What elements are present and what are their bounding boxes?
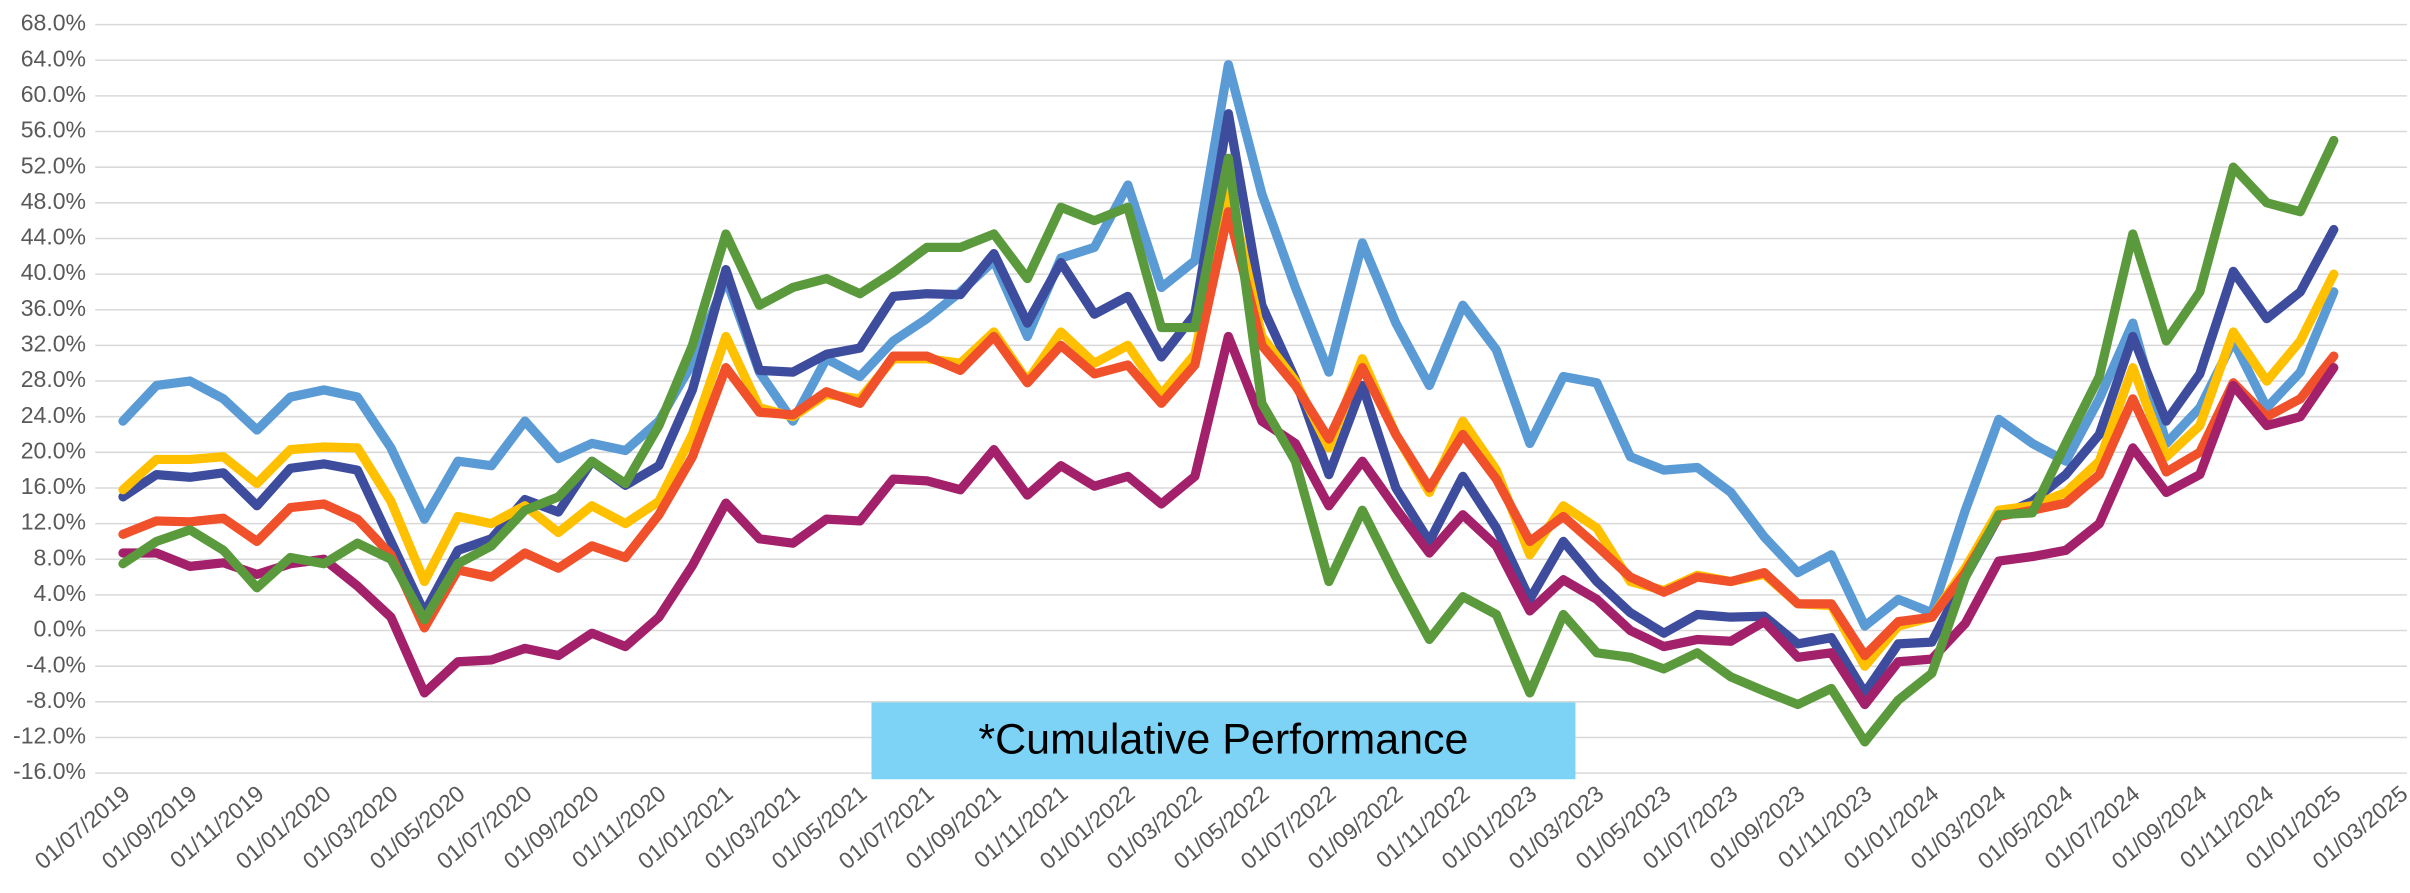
y-tick-label: 4.0%	[34, 580, 87, 606]
y-tick-label: 8.0%	[34, 544, 87, 570]
y-tick-label: 44.0%	[21, 224, 86, 250]
y-tick-label: 48.0%	[21, 188, 86, 214]
y-tick-label: -16.0%	[13, 758, 86, 784]
y-tick-label: 32.0%	[21, 330, 86, 356]
y-tick-label: 52.0%	[21, 152, 86, 178]
series-line	[118, 135, 2339, 747]
y-tick-label: 16.0%	[21, 473, 86, 499]
annotation-box	[871, 702, 1576, 780]
y-tick-label: 24.0%	[21, 402, 86, 428]
y-tick-label: 56.0%	[21, 117, 86, 143]
y-tick-label: 60.0%	[21, 81, 86, 107]
annotation: *Cumulative Performance	[978, 716, 1468, 764]
y-tick-label: 64.0%	[21, 45, 86, 71]
y-tick-label: 12.0%	[21, 509, 86, 535]
y-tick-label: 28.0%	[21, 366, 86, 392]
y-tick-label: -8.0%	[26, 687, 86, 713]
series-line	[118, 207, 2339, 661]
y-tick-label: 68.0%	[21, 10, 86, 36]
y-tick-label: 36.0%	[21, 295, 86, 321]
y-tick-label: 40.0%	[21, 259, 86, 285]
lines	[118, 60, 2339, 747]
y-tick-label: 20.0%	[21, 437, 86, 463]
y-tick-label: -12.0%	[13, 723, 86, 749]
y-tick-label: 0.0%	[34, 616, 87, 642]
y-tick-label: -4.0%	[26, 651, 86, 677]
series-line	[118, 60, 2339, 631]
series-line	[118, 331, 2339, 710]
